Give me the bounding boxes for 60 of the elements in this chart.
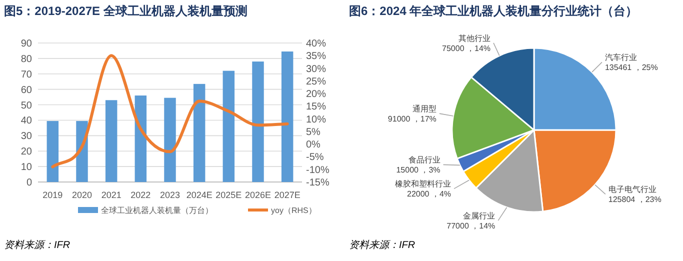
line-series	[51, 54, 289, 168]
slice-label: 食品行业	[408, 156, 440, 165]
x-tick-label: 2025E	[216, 190, 242, 200]
y-tick-label: 0	[26, 178, 32, 188]
slice-label: 金属行业	[463, 212, 496, 221]
chart-title: 图5：2019-2027E 全球工业机器人装机量预测	[4, 4, 248, 18]
chart-title: 图6：2024 年全球工业机器人装机量分行业统计（台）	[349, 4, 638, 18]
x-tick-label: 2026E	[244, 190, 272, 200]
y2-tick-label: 35%	[306, 51, 326, 62]
slice-label: 其他行业	[458, 34, 491, 43]
bar	[193, 84, 206, 182]
x-tick-label: 2023	[160, 190, 180, 200]
bar	[46, 120, 59, 182]
slice-label: 汽车行业	[604, 53, 637, 62]
bar	[105, 100, 118, 182]
x-tick-label: 2024E	[186, 190, 212, 200]
bar	[222, 70, 235, 182]
data-label: 15000 ，3%	[396, 166, 440, 175]
x-tick-label: 2019	[42, 190, 63, 200]
y-tick-label: 30	[20, 131, 32, 142]
text: 资料来源：IFR	[349, 239, 416, 251]
y2-tick-label: 30%	[306, 64, 326, 75]
data-label: 75000 ，14%	[442, 44, 491, 53]
y2-tick-label: -10%	[306, 164, 330, 176]
legend-label: 全球工业机器人装机量（万台）	[101, 206, 213, 215]
y-tick-label: 60	[20, 84, 32, 96]
bar	[134, 96, 147, 182]
data-label: 135461 ，25%	[604, 63, 658, 72]
y-tick-label: 40	[20, 116, 32, 127]
y2-tick-label: 40%	[306, 38, 326, 50]
data-label: 91000 ，17%	[388, 114, 436, 124]
y2-tick-label: 20%	[306, 89, 326, 100]
y-tick-label: 50	[20, 100, 32, 112]
data-label: 22000 ，4%	[407, 190, 452, 199]
y2-tick-label: -5%	[306, 152, 324, 164]
y2-tick-label: 10%	[306, 114, 326, 126]
y-tick-label: 80	[20, 54, 32, 65]
y2-tick-label: 15%	[306, 102, 326, 113]
y2-tick-label: -15%	[306, 178, 330, 188]
data-label: 125804 ，23%	[608, 195, 662, 204]
legend-label: yoy（RHS）	[271, 206, 316, 215]
y-tick-label: 10	[20, 162, 32, 174]
bar	[281, 51, 294, 182]
data-label: 77000 ，14%	[446, 222, 496, 231]
bar	[164, 98, 176, 182]
x-tick-label: 2021	[101, 190, 122, 200]
slice-label: 橡胶和塑料行业	[395, 180, 452, 189]
slice-label: 通用型	[412, 104, 436, 114]
y-tick-label: 90	[20, 38, 32, 50]
x-tick-label: 2022	[130, 190, 151, 200]
y2-tick-label: 25%	[306, 76, 326, 88]
x-tick-label: 2020	[72, 190, 92, 200]
y-tick-label: 70	[20, 69, 32, 80]
text: 资料来源：IFR	[4, 239, 70, 251]
y-tick-label: 20	[20, 146, 32, 158]
y2-tick-label: 5%	[306, 126, 321, 138]
y2-tick-label: 0%	[306, 140, 321, 151]
x-tick-label: 2027E	[274, 190, 300, 200]
bar	[252, 62, 264, 182]
slice-label: 电子电气行业	[608, 185, 656, 194]
